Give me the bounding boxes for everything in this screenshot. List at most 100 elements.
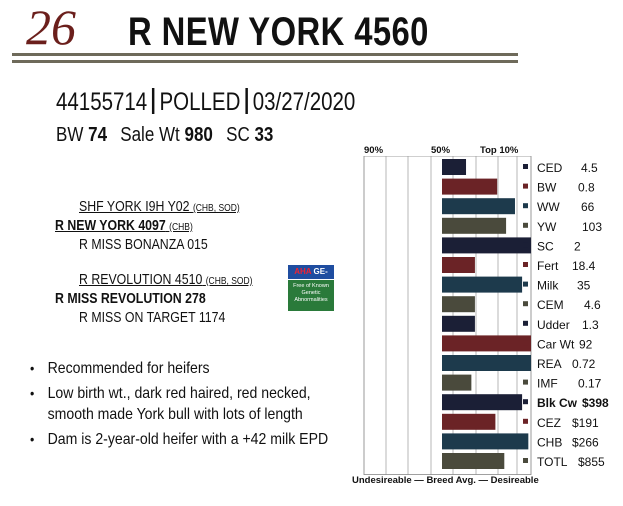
trait-value: 4.5 [581, 161, 598, 175]
epd-bar-chb [442, 433, 529, 450]
epd-bar-blk-cw [442, 394, 523, 411]
percentile-label-50: 50% [431, 145, 451, 156]
legend-swatch [523, 418, 528, 424]
legend-swatch [523, 242, 528, 248]
ge-epd-logo: AHA GE-EPD Free of Known Genetic Abnorma… [288, 265, 334, 311]
trait-value: $398 [582, 396, 609, 410]
registration-number: 44155714 [56, 88, 148, 116]
trait-label: Blk Cw [537, 396, 578, 410]
sc-label: SC [226, 124, 250, 146]
epd-bar-cez [442, 413, 496, 430]
trait-label: YW [537, 220, 557, 234]
pedigree-dam-dam: R MISS ON TARGET 1174 [79, 310, 226, 326]
trait-label: SC [537, 239, 554, 253]
logo-bottom: Free of Known Genetic Abnormalities [288, 280, 334, 311]
trait-label: CEZ [537, 416, 561, 430]
trait-value: 66 [581, 200, 595, 214]
pedigree-sire-sire: SHF YORK I9H Y02 (CHB, SOD) [79, 199, 240, 215]
epd-bar-ced [442, 159, 467, 175]
trait-label: TOTL [537, 455, 568, 469]
epd-bar-rea [442, 355, 531, 371]
bullet-item: Recommended for heifers [30, 358, 347, 379]
polled-status: POLLED [159, 88, 241, 116]
trait-value: $191 [572, 416, 599, 430]
epd-bar-udder [442, 315, 475, 332]
sc-value: 33 [254, 124, 274, 146]
legend-swatch [523, 183, 528, 189]
percentile-label-90: 90% [364, 145, 384, 156]
trait-label: CEM [537, 298, 564, 312]
epd-bar-yw [442, 217, 507, 234]
legend-swatch [523, 222, 528, 228]
trait-value: 103 [582, 220, 602, 234]
trait-label: Udder [537, 318, 570, 332]
trait-value: 0.72 [572, 357, 596, 371]
legend-swatch [523, 203, 528, 209]
bw-label: BW [56, 124, 84, 146]
trait-label: CED [537, 161, 563, 175]
epd-bar-cem [442, 296, 475, 313]
separator [152, 88, 155, 114]
legend-swatch [523, 262, 528, 267]
sale-wt-value: 980 [184, 124, 213, 146]
sale-wt-label: Sale Wt [120, 124, 180, 146]
legend-swatch [523, 340, 528, 346]
trait-value: 1.3 [582, 318, 599, 332]
epd-bar-car-wt [442, 335, 531, 352]
bullet-item: Low birth wt., dark red haired, red neck… [30, 383, 347, 425]
bullet-list: Recommended for heifers Low birth wt., d… [30, 358, 350, 454]
legend-swatch [523, 320, 528, 326]
header-rule-top [12, 53, 518, 56]
trait-value: $266 [572, 435, 599, 449]
legend-swatch [523, 164, 528, 169]
trait-label: IMF [537, 377, 558, 391]
lot-number: 26 [26, 0, 76, 55]
legend-swatch [523, 301, 528, 307]
trait-value: 4.6 [584, 298, 601, 312]
trait-label: WW [537, 200, 560, 214]
epd-chart: 90% 50% Top 10% CED 4.5 BW 0.8 WW 66 YW 103 SC 2 F… [346, 142, 623, 506]
pedigree-sire: R NEW YORK 4097 (CHB) [55, 218, 193, 234]
animal-name: R NEW YORK 4560 [128, 10, 429, 54]
legend-swatch [523, 399, 528, 405]
trait-label: BW [537, 181, 557, 195]
epd-bar-imf [442, 374, 472, 391]
axis-caption: Undesireable — Breed Avg. — Desireable [352, 475, 539, 486]
trait-label: REA [537, 357, 562, 371]
trait-value: 35 [577, 279, 591, 293]
stats-line: BW 74 Sale Wt 980 SC 33 [56, 124, 282, 147]
trait-label: Fert [537, 259, 559, 273]
legend-swatch [523, 438, 528, 444]
epd-bar-fert [442, 257, 475, 273]
id-line: 44155714 POLLED 03/27/2020 [56, 88, 355, 117]
separator [245, 88, 248, 114]
trait-value: 0.17 [578, 377, 602, 391]
pedigree-sire-dam: R MISS BONANZA 015 [79, 237, 208, 253]
trait-value: 92 [579, 337, 593, 351]
bullet-item: Dam is 2-year-old heifer with a +42 milk… [30, 429, 347, 450]
trait-label: CHB [537, 435, 562, 449]
epd-bar-ww [442, 198, 515, 215]
pedigree-dam: R MISS REVOLUTION 278 [55, 291, 206, 307]
legend-swatch [523, 458, 528, 463]
trait-value: 18.4 [572, 259, 596, 273]
trait-value: 2 [574, 239, 581, 253]
epd-bar-bw [442, 178, 498, 195]
logo-top: AHA GE-EPD [288, 265, 334, 290]
header-rule-bottom [12, 60, 518, 63]
bw-value: 74 [88, 124, 108, 146]
epd-bars-svg: CED 4.5 BW 0.8 WW 66 YW 103 SC 2 Fert 18.4 Milk 35 CEM… [363, 156, 609, 476]
epd-bar-totl [442, 453, 505, 469]
legend-swatch [523, 360, 528, 365]
epd-bar-sc [442, 237, 531, 254]
trait-label: Milk [537, 279, 559, 293]
pedigree-dam-sire: R REVOLUTION 4510 (CHB, SOD) [79, 272, 253, 288]
epd-bar-milk [442, 276, 523, 293]
trait-label: Car Wt [537, 337, 575, 351]
percentile-label-top10: Top 10% [480, 145, 519, 156]
trait-value: 0.8 [578, 181, 595, 195]
trait-value: $855 [578, 455, 605, 469]
legend-swatch [523, 281, 528, 287]
legend-swatch [523, 379, 528, 385]
birth-date: 03/27/2020 [252, 88, 356, 116]
